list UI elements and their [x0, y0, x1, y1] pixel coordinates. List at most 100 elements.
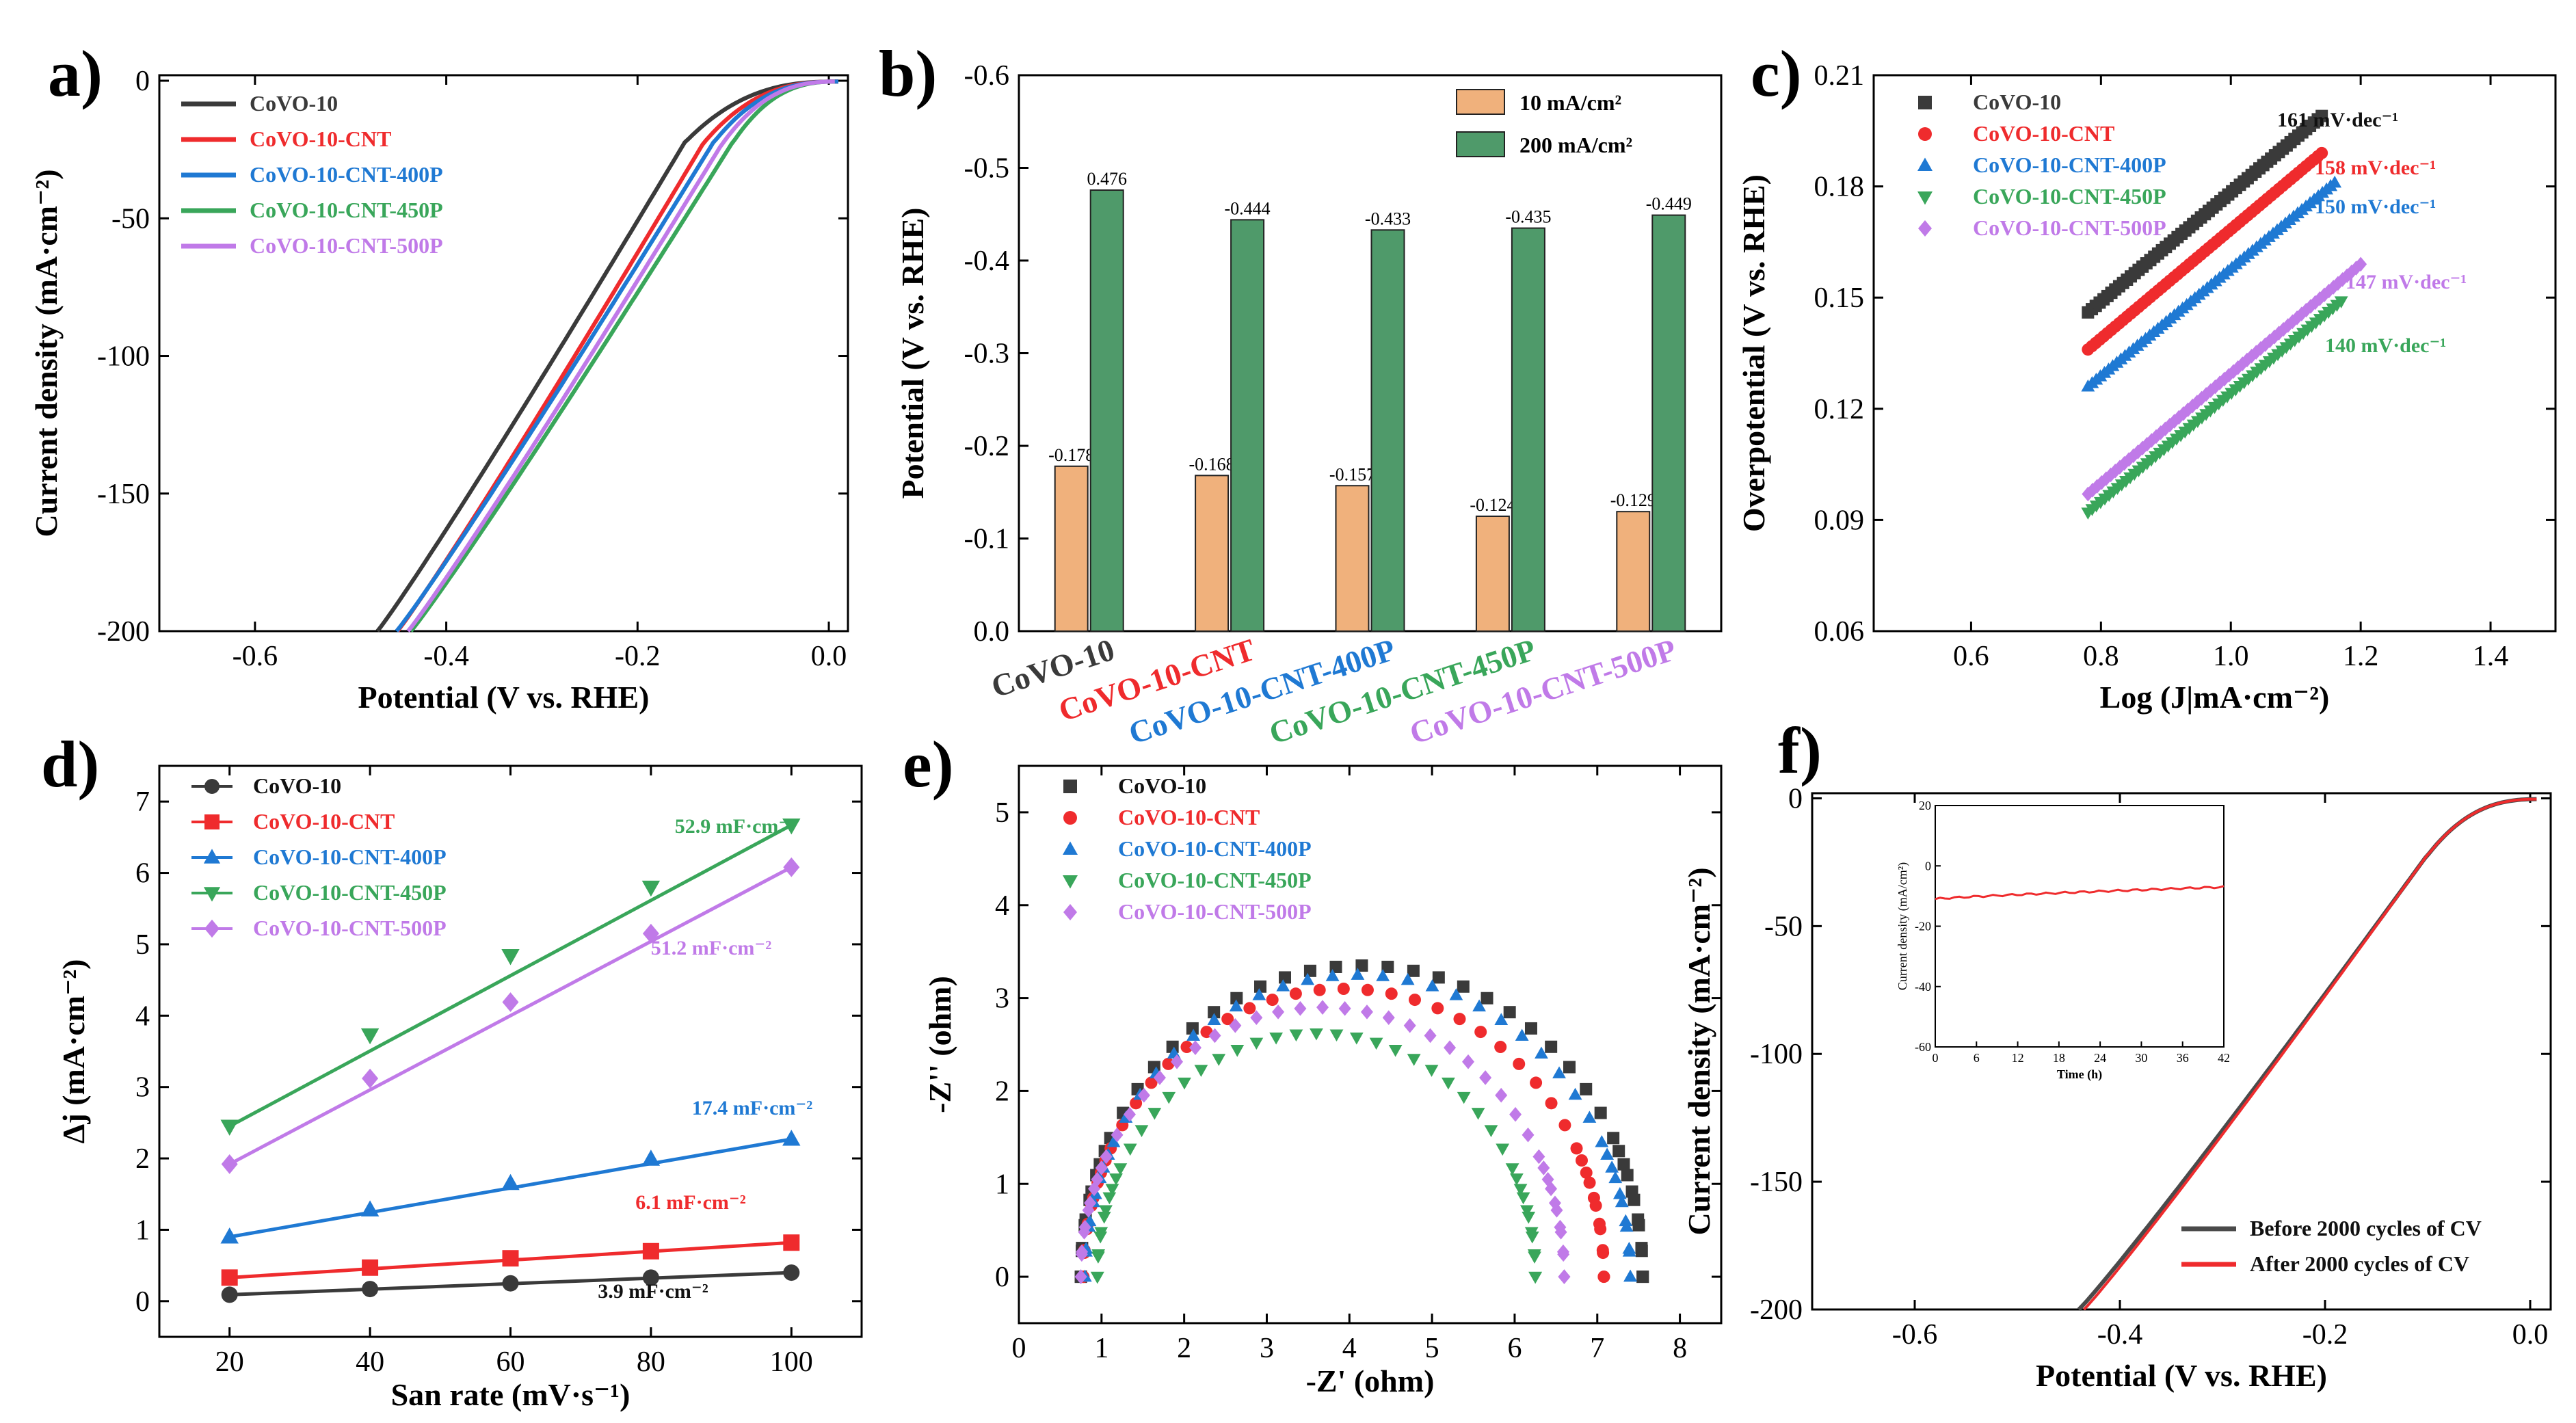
data-point [1376, 969, 1390, 981]
x-tick-label: 0.0 [811, 641, 847, 672]
data-point [1462, 1054, 1475, 1069]
data-point [2132, 444, 2145, 460]
data-point [1113, 1163, 1128, 1175]
data-point [1513, 1057, 1526, 1070]
data-point [1252, 988, 1266, 1000]
x-axis-title: -Z' (ohm) [1306, 1364, 1435, 1398]
y-tick-label: 4 [995, 890, 1009, 922]
y-tick-label: -50 [1764, 911, 1803, 942]
inset-y-title: Current density (mA/cm²) [1896, 862, 1910, 990]
data-point [1303, 964, 1316, 977]
data-point [1329, 1029, 1344, 1042]
data-point [1594, 1223, 1607, 1236]
data-point [2090, 479, 2103, 494]
data-point [1594, 1106, 1607, 1119]
data-point [360, 1200, 380, 1216]
x-tick-label: 0.0 [2512, 1319, 2549, 1351]
x-tick-label: 1.0 [2213, 641, 2249, 672]
y-tick-label: 0.09 [1814, 505, 1865, 536]
data-point [1432, 971, 1445, 984]
legend-label: CoVO-10-CNT-500P [253, 916, 447, 940]
legend-marker [1918, 96, 1932, 109]
data-point [1162, 1057, 1175, 1070]
data-point [2315, 109, 2328, 122]
legend-marker [204, 814, 220, 829]
data-point [1554, 1225, 1567, 1240]
tafel-slope-label: 147 mV·dec⁻¹ [2346, 271, 2467, 293]
legend-label: CoVO-10-CNT-400P [250, 162, 443, 187]
y-axis-title: -Z'' (ohm) [922, 976, 957, 1113]
data-point [221, 1286, 238, 1303]
data-point [1153, 1070, 1166, 1085]
data-point [1360, 1005, 1373, 1020]
y-tick-label: 3 [995, 983, 1009, 1015]
data-point [2328, 175, 2342, 188]
data-point [1635, 1245, 1648, 1258]
data-point [1221, 1013, 1234, 1026]
data-point [2334, 296, 2348, 308]
bar-200 [1511, 227, 1545, 632]
data-point [1552, 1066, 1566, 1078]
tafel-slope-label: 158 mV·dec⁻¹ [2315, 157, 2436, 179]
y-tick-label: 0.0 [974, 616, 1010, 648]
y-tick-label: -100 [97, 341, 150, 373]
data-point [1600, 1147, 1615, 1160]
bar-value-label: -0.449 [1646, 194, 1692, 214]
y-tick-label: -100 [1750, 1039, 1803, 1070]
y-tick-label: 0.12 [1814, 394, 1865, 425]
data-point [1212, 1054, 1226, 1066]
bar-10 [1475, 515, 1510, 632]
fit-line [228, 866, 793, 1166]
data-point [1109, 1173, 1123, 1186]
inset-x-tick-label: 6 [1974, 1051, 1980, 1065]
data-point [220, 1227, 239, 1244]
bar-value-label: -0.124 [1470, 495, 1515, 515]
inset-y-tick-label: -60 [1915, 1040, 1931, 1054]
data-point [1576, 1154, 1589, 1167]
data-point [1091, 1251, 1105, 1264]
x-tick-label: 1.2 [2343, 641, 2379, 672]
data-point [1449, 988, 1463, 1000]
data-point [1522, 1127, 1535, 1143]
x-tick-label: 100 [770, 1346, 813, 1378]
inset-x-tick-label: 24 [2094, 1051, 2106, 1065]
data-point [1243, 1002, 1256, 1015]
legend-label: CoVO-10-CNT-500P [250, 233, 443, 258]
y-tick-label: 0.21 [1814, 60, 1865, 92]
data-point [2186, 398, 2199, 414]
data-point [1557, 1247, 1570, 1262]
data-point [1617, 1158, 1630, 1171]
data-point [1431, 1002, 1444, 1015]
legend-label: CoVO-10 [250, 91, 338, 116]
x-axis-title: Potential (V vs. RHE) [2036, 1358, 2327, 1393]
legend-marker [204, 919, 220, 938]
y-tick-label: 0.06 [1814, 616, 1865, 648]
y-tick-label: 4 [135, 1000, 150, 1032]
data-point [1408, 994, 1421, 1007]
data-point [1509, 1106, 1522, 1122]
x-tick-label: 8 [1673, 1333, 1687, 1364]
legend-label: CoVO-10-CNT [250, 127, 391, 151]
data-point [220, 1119, 239, 1136]
y-tick-label: 0 [1788, 783, 1803, 814]
data-point [1480, 992, 1493, 1005]
y-tick-label: 0 [135, 66, 150, 97]
data-point [2291, 310, 2304, 325]
series-line-3 [395, 79, 838, 633]
data-point [1612, 1186, 1627, 1199]
data-point [1407, 1054, 1421, 1066]
y-axis-title: Δj (mA·cm⁻²) [56, 959, 91, 1144]
data-point [1078, 1225, 1091, 1240]
y-tick-label: -0.5 [964, 153, 1010, 185]
data-point [1105, 1184, 1119, 1196]
y-tick-label: 2 [135, 1143, 150, 1175]
inset-y-tick-label: 20 [1919, 799, 1931, 812]
capacitance-label: 3.9 mF·cm⁻² [598, 1280, 708, 1303]
data-point [1301, 972, 1315, 985]
capacitance-label: 17.4 mF·cm⁻² [692, 1097, 812, 1119]
legend-marker [1063, 780, 1077, 793]
data-point [1207, 1013, 1221, 1025]
data-point [1545, 1097, 1558, 1110]
data-point [2318, 287, 2331, 303]
